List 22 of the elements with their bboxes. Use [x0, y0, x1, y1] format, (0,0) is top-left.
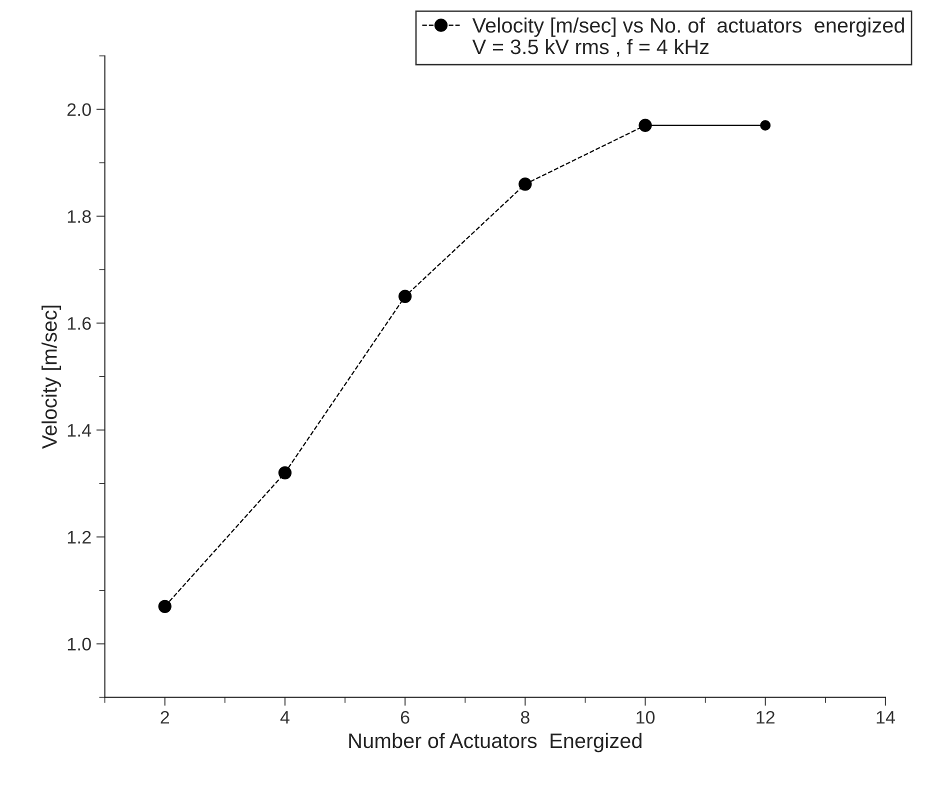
point: [278, 466, 292, 480]
point: [398, 290, 412, 303]
y-axis-title: Velocity [m/sec]: [42, 306, 61, 449]
y-tick-label: 1.8: [68, 210, 91, 223]
y-tick-label: 1.2: [68, 530, 91, 544]
y-tick-label: 1.6: [68, 317, 91, 330]
x-tick-label: 12: [756, 710, 774, 724]
x-tick-label: 4: [280, 711, 290, 724]
point: [518, 178, 532, 191]
legend-label: Velocity [m/sec] vs No. of actuators energized: [472, 17, 904, 37]
x-tick-label: 6: [400, 710, 410, 724]
annotation: V = 3.5 kV rms , f = 4 kHz: [472, 38, 709, 57]
x-axis-title: Number of Actuators Energized: [349, 732, 642, 752]
x-tick-label: 10: [636, 710, 655, 724]
y-tick-label: 1.0: [68, 638, 91, 651]
y-tick-label: 2.0: [67, 103, 91, 116]
y-tick-label: 1.4: [68, 424, 92, 437]
x-tick-label: 2: [160, 710, 169, 724]
x-tick-label: 8: [520, 710, 530, 724]
point: [158, 600, 172, 614]
point: [760, 120, 771, 131]
x-tick-label: 14: [876, 711, 895, 724]
